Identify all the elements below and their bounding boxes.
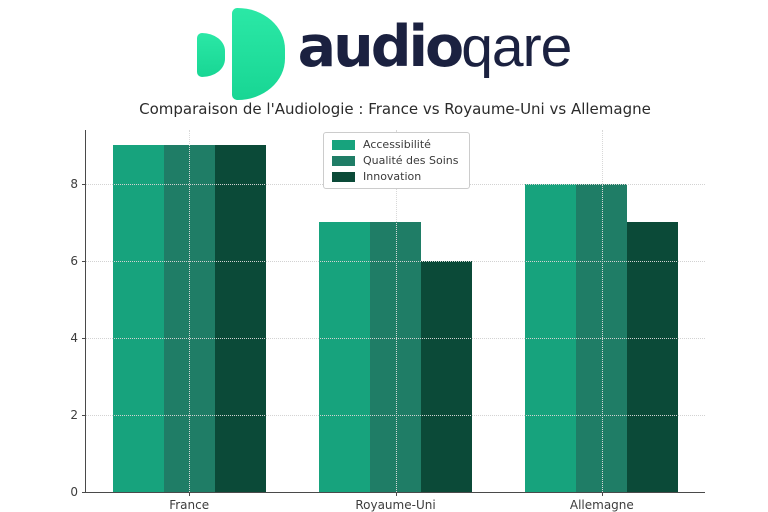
y-tick-label: 8 [70, 176, 78, 191]
y-tick-label: 6 [70, 253, 78, 268]
wordmark-qare: qare [461, 14, 572, 79]
y-tick-mark [82, 183, 86, 185]
bar-royaume-uni-1 [319, 222, 370, 492]
legend-row: Innovation [332, 170, 459, 183]
legend-row: Accessibilité [332, 138, 459, 151]
legend-label: Accessibilité [363, 138, 431, 151]
plot-area: Accessibilité Qualité des Soins Innovation… [70, 130, 705, 512]
legend: Accessibilité Qualité des Soins Innovation [323, 132, 470, 189]
x-tick-label: Allemagne [569, 498, 634, 512]
bar-france-3 [214, 145, 266, 492]
audioqare-wordmark: audioqare [298, 18, 573, 90]
y-tick-mark [82, 337, 86, 339]
gridline-vertical [395, 130, 397, 492]
y-tick-mark [82, 492, 86, 493]
legend-swatch-icon [332, 139, 355, 150]
bar-allemagne-3 [627, 222, 679, 492]
y-tick-label: 4 [70, 330, 78, 345]
bar-france-1 [112, 145, 164, 492]
x-tick-mark [189, 492, 191, 496]
legend-swatch-icon [332, 171, 355, 182]
legend-label: Innovation [363, 170, 422, 183]
chart-title: Comparaison de l'Audiologie : France vs … [139, 100, 651, 118]
sound-wave-small-icon [196, 33, 225, 77]
y-tick-label: 2 [70, 407, 78, 422]
x-tick-label: Royaume-Uni [355, 498, 436, 512]
x-tick-mark [395, 492, 397, 496]
y-tick-mark [82, 414, 86, 416]
sound-wave-large-icon [231, 8, 285, 100]
y-tick-mark [82, 260, 86, 262]
x-tick-mark [601, 492, 603, 496]
bar-royaume-uni-3 [421, 260, 472, 492]
legend-label: Qualité des Soins [363, 154, 459, 167]
x-tick-label: France [169, 498, 210, 512]
legend-swatch-icon [332, 155, 355, 166]
y-tick-label: 0 [70, 485, 78, 499]
audioqare-logo: audioqare [0, 4, 768, 104]
gridline-vertical [601, 130, 603, 492]
legend-row: Qualité des Soins [332, 154, 459, 167]
audioqare-logo-icon [196, 8, 285, 100]
gridline-vertical [189, 130, 191, 492]
wordmark-audio: audio [297, 13, 465, 80]
